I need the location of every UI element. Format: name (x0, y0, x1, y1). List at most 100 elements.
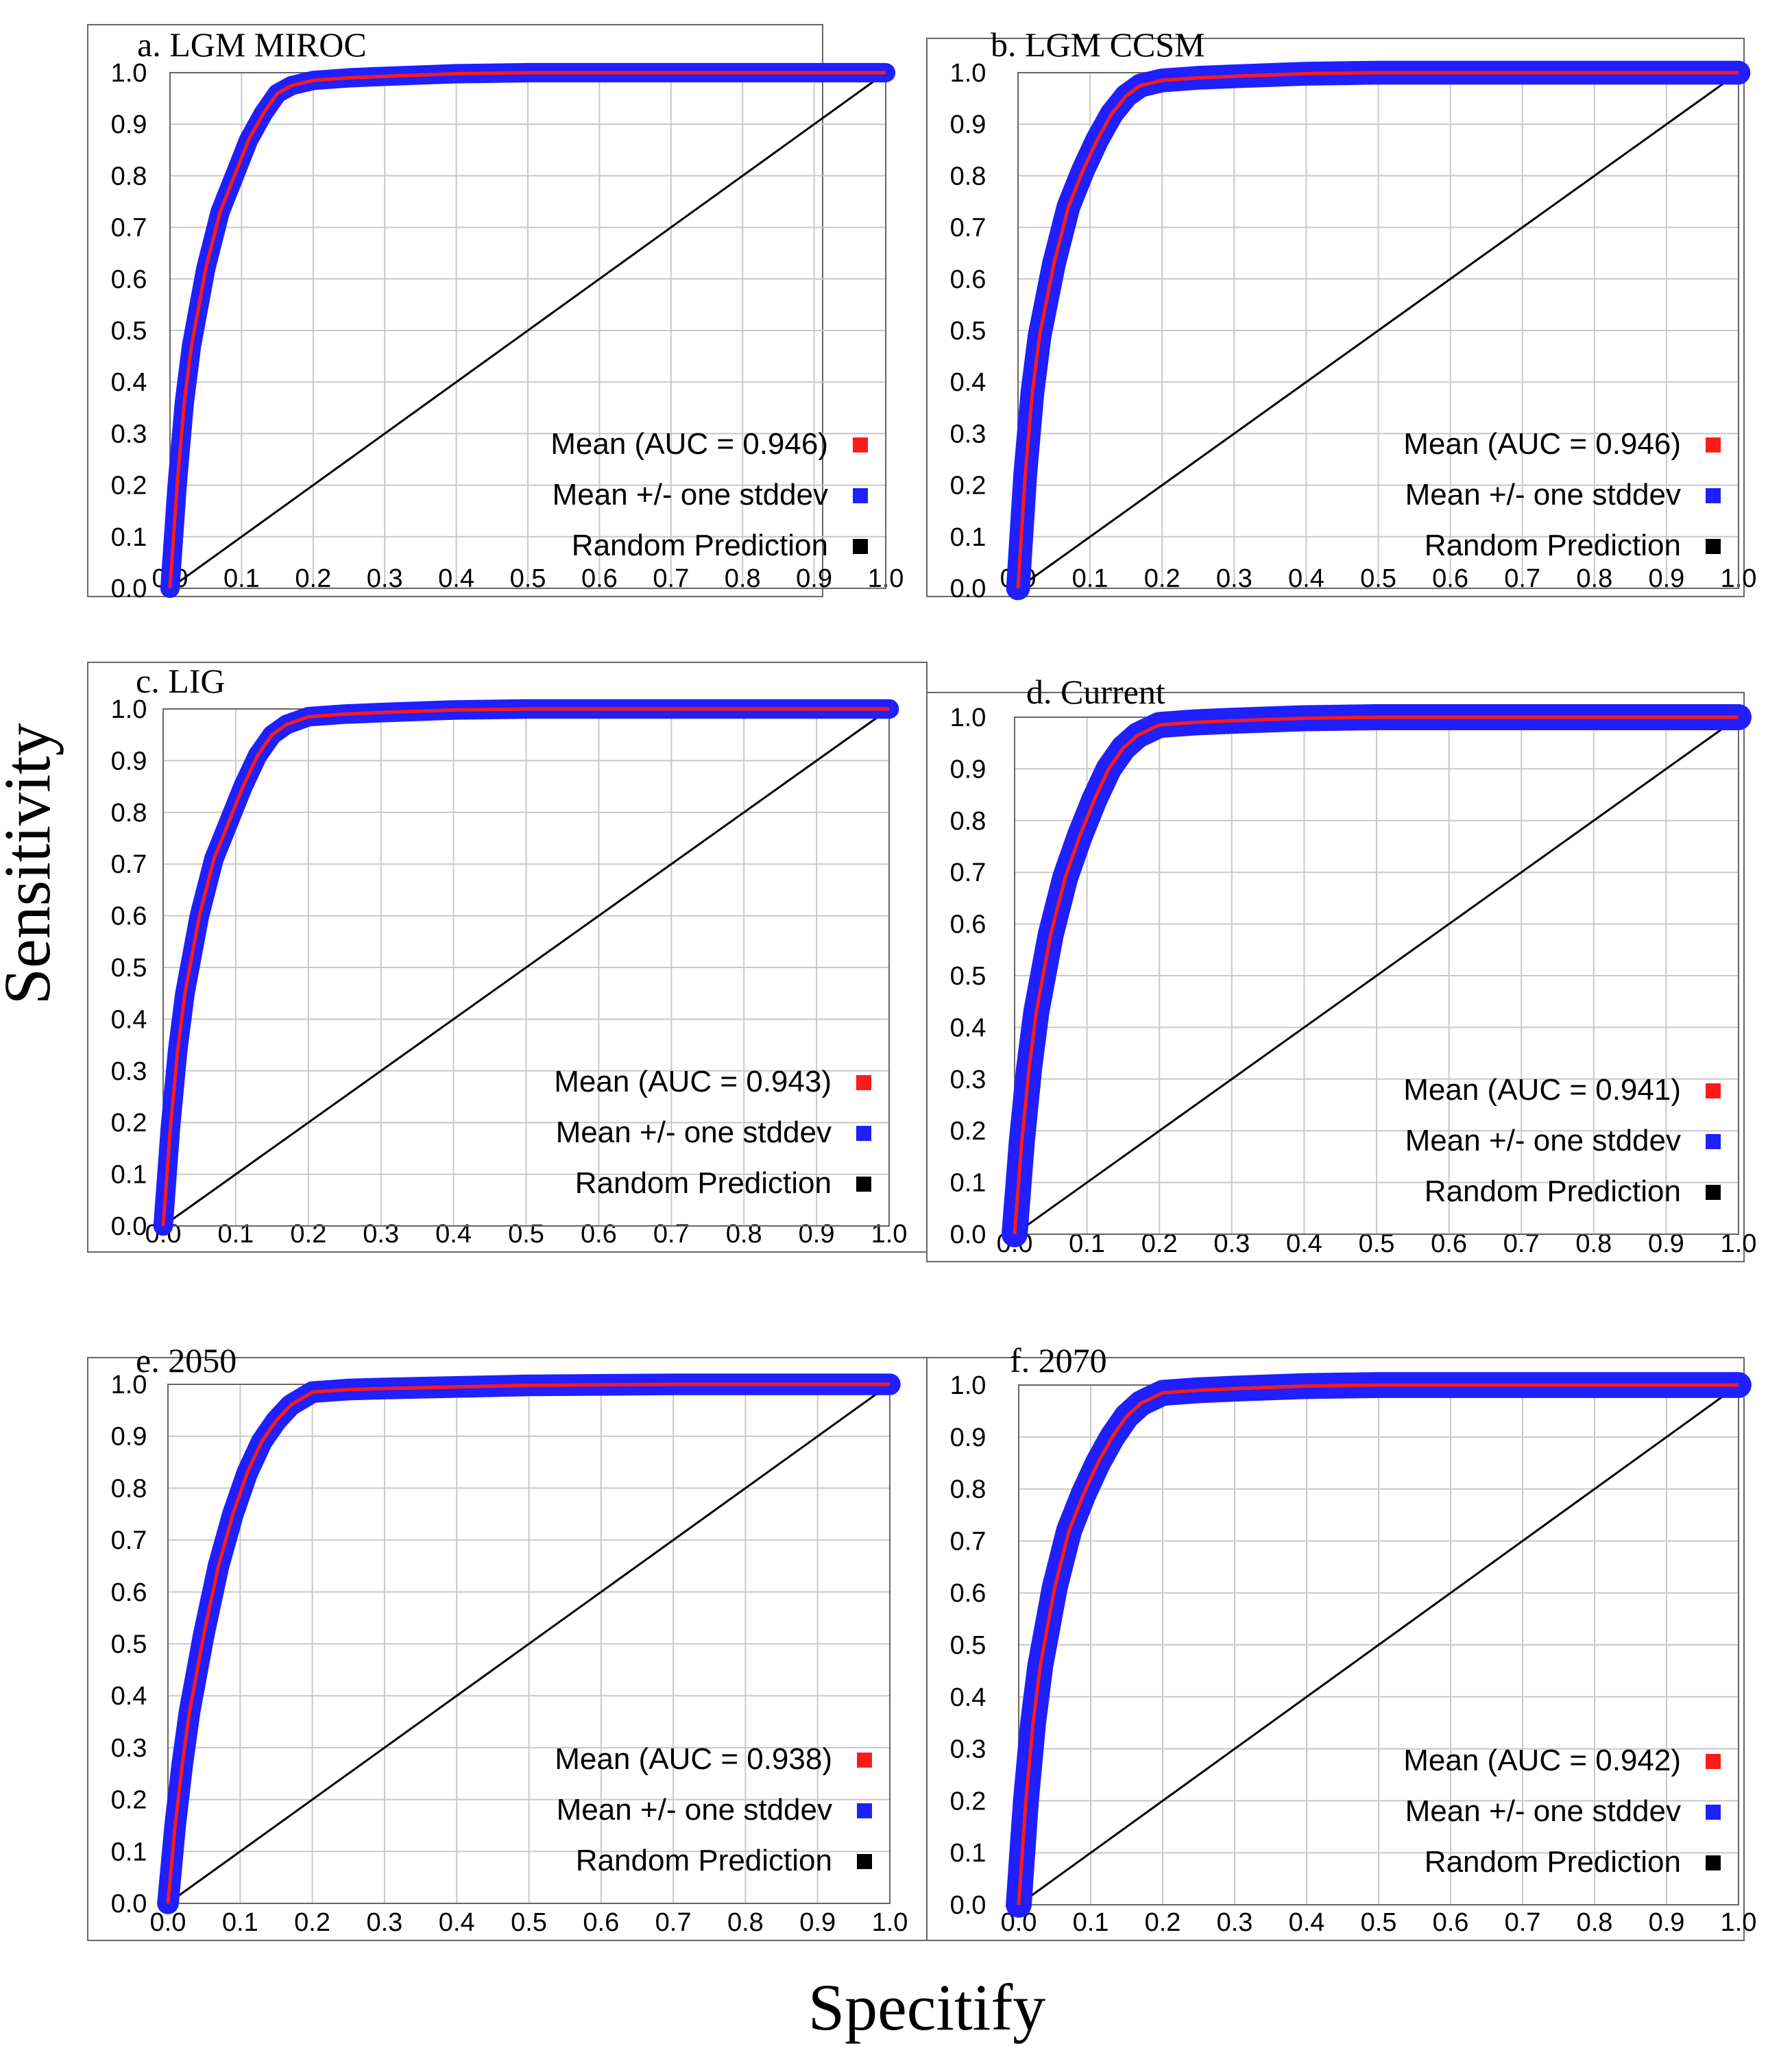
y-tick-label: 0.4 (111, 1005, 147, 1034)
legend-label: Mean +/- one stddev (1405, 1124, 1681, 1157)
panel-frame (926, 1357, 1745, 1941)
y-tick-label: 0.5 (111, 317, 147, 346)
y-tick-label: 0.8 (950, 162, 986, 191)
x-tick-label: 0.9 (799, 1220, 835, 1249)
y-tick-label: 0.2 (950, 1787, 986, 1816)
y-tick-label: 0.2 (950, 1117, 986, 1146)
y-tick-label: 0.3 (950, 1735, 986, 1764)
y-tick-label: 0.5 (950, 962, 986, 991)
x-tick-label: 0.4 (1289, 1908, 1325, 1937)
y-tick-label: 0.9 (950, 110, 986, 139)
panel-title: f. 2070 (1010, 1341, 1107, 1380)
random-prediction-line (167, 1383, 891, 1905)
legend-label: Random Prediction (572, 529, 828, 562)
y-tick-label: 0.0 (950, 575, 986, 603)
legend-swatch (1706, 488, 1721, 503)
y-tick-label: 1.0 (950, 703, 986, 732)
x-tick-label: 0.7 (1505, 1908, 1541, 1937)
mean-roc-line (168, 71, 886, 589)
y-tick-label: 0.3 (950, 420, 986, 448)
legend-label: Mean (AUC = 0.942) (1403, 1744, 1681, 1777)
y-tick-label: 0.7 (950, 214, 986, 243)
x-tick-label: 0.6 (583, 1908, 619, 1937)
y-tick-label: 0.7 (111, 1526, 147, 1555)
y-tick-label: 0.5 (950, 1631, 986, 1660)
legend-swatch (1706, 1134, 1721, 1149)
y-tick-label: 0.9 (950, 755, 986, 784)
panel-title: a. LGM MIROC (137, 25, 367, 64)
y-tick-label: 0.9 (111, 110, 147, 139)
legend-swatch (853, 539, 868, 554)
panel-title: b. LGM CCSM (991, 25, 1205, 64)
legend-label: Random Prediction (1425, 529, 1681, 562)
mean-roc-line (1017, 1383, 1739, 1905)
y-tick-label: 0.8 (950, 1476, 986, 1504)
panels: a. LGM MIROC 0.0 0.0 0.1 0.1 0.2 0.2 0.3 0.3 0.4 0… (87, 24, 1757, 1941)
x-tick-label: 0.1 (222, 1908, 258, 1937)
y-tick-label: 0.4 (950, 368, 986, 397)
x-tick-label: 0.8 (1577, 1908, 1613, 1937)
legend-swatch (856, 1126, 871, 1141)
x-tick-label: 0.8 (726, 1220, 762, 1249)
y-tick-label: 0.7 (950, 858, 986, 887)
x-tick-label: 0.3 (366, 1908, 402, 1937)
y-tick-label: 0.6 (111, 1578, 147, 1607)
y-tick-label: 1.0 (950, 1371, 986, 1400)
x-tick-label: 0.6 (1433, 1908, 1469, 1937)
panel-frame (926, 692, 1745, 1262)
legend-label: Mean +/- one stddev (556, 1116, 832, 1149)
y-tick-label: 0.0 (950, 1220, 986, 1249)
x-tick-label: 0.4 (439, 1908, 475, 1937)
mean-roc-line (1013, 715, 1739, 1235)
y-tick-label: 0.1 (950, 523, 986, 552)
x-tick-label: 0.2 (290, 1220, 326, 1249)
legend-label: Mean (AUC = 0.941) (1403, 1073, 1681, 1107)
panel-title: c. LIG (136, 662, 226, 700)
y-tick-label: 0.4 (111, 1682, 147, 1711)
y-tick-label: 0.0 (111, 575, 147, 603)
y-tick-label: 0.4 (111, 368, 147, 397)
y-tick-label: 0.6 (950, 265, 986, 294)
x-tick-label: 1.0 (1721, 1908, 1757, 1937)
y-tick-label: 0.3 (111, 420, 147, 448)
y-tick-label: 0.2 (950, 472, 986, 501)
y-tick-label: 0.5 (950, 317, 986, 346)
legend-label: Mean +/- one stddev (557, 1793, 832, 1827)
random-prediction-line (169, 71, 886, 590)
y-tick-label: 0.8 (950, 807, 986, 836)
legend-swatch (1706, 1185, 1721, 1200)
y-tick-label: 1.0 (111, 1371, 147, 1399)
legend-swatch (857, 1854, 872, 1869)
y-tick-label: 0.3 (111, 1734, 147, 1763)
legend-swatch (1706, 1083, 1721, 1098)
x-tick-label: 1.0 (872, 1908, 908, 1937)
y-tick-label: 0.1 (950, 1839, 986, 1868)
panel-title: e. 2050 (136, 1341, 237, 1380)
legend-swatch (853, 488, 868, 503)
x-tick-label: 0.3 (1217, 1908, 1253, 1937)
legend-swatch (1706, 539, 1721, 554)
legend-swatch (1706, 1754, 1721, 1769)
y-tick-label: 0.2 (111, 1786, 147, 1815)
x-tick-label: 0.3 (363, 1220, 399, 1249)
legend-label: Random Prediction (1425, 1845, 1681, 1879)
y-tick-label: 0.1 (111, 523, 147, 552)
random-prediction-line (1017, 71, 1739, 590)
legend-label: Mean (AUC = 0.938) (555, 1742, 832, 1776)
legend-label: Mean +/- one stddev (1405, 478, 1681, 511)
y-tick-label: 0.3 (111, 1057, 147, 1086)
x-tick-label: 0.5 (1361, 1908, 1397, 1937)
x-tick-label: 0.1 (1073, 1908, 1109, 1937)
legend-label: Random Prediction (575, 1166, 832, 1200)
mean-roc-line (161, 707, 889, 1227)
random-prediction-line (162, 708, 890, 1227)
y-tick-label: 0.1 (950, 1169, 986, 1198)
y-tick-label: 0.5 (111, 954, 147, 983)
panel-title: d. Current (1026, 673, 1165, 711)
y-tick-label: 0.8 (111, 799, 147, 828)
